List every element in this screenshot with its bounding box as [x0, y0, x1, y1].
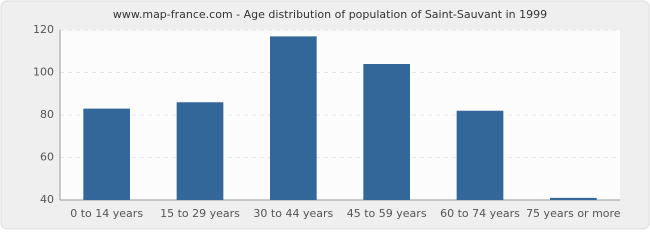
bar — [83, 108, 130, 200]
y-tick-label: 40 — [40, 193, 54, 206]
bar — [550, 197, 597, 200]
x-tick-label: 15 to 29 years — [160, 207, 240, 220]
bar — [270, 36, 317, 200]
chart-title: www.map-france.com - Age distribution of… — [113, 8, 547, 21]
bar — [363, 64, 410, 200]
y-tick-label: 100 — [33, 66, 54, 79]
x-tick-label: 30 to 44 years — [253, 207, 333, 220]
bar — [176, 102, 224, 200]
x-tick-label: 0 to 14 years — [70, 207, 143, 220]
y-tick-label: 60 — [40, 151, 54, 164]
bar — [456, 110, 504, 200]
y-tick-label: 80 — [40, 108, 54, 121]
x-tick-label: 60 to 74 years — [440, 207, 520, 220]
chart: www.map-france.com - Age distribution of… — [0, 0, 650, 230]
x-tick-label: 45 to 59 years — [347, 207, 427, 220]
x-tick-label: 75 years or more — [526, 207, 621, 220]
y-tick-label: 120 — [33, 23, 54, 36]
